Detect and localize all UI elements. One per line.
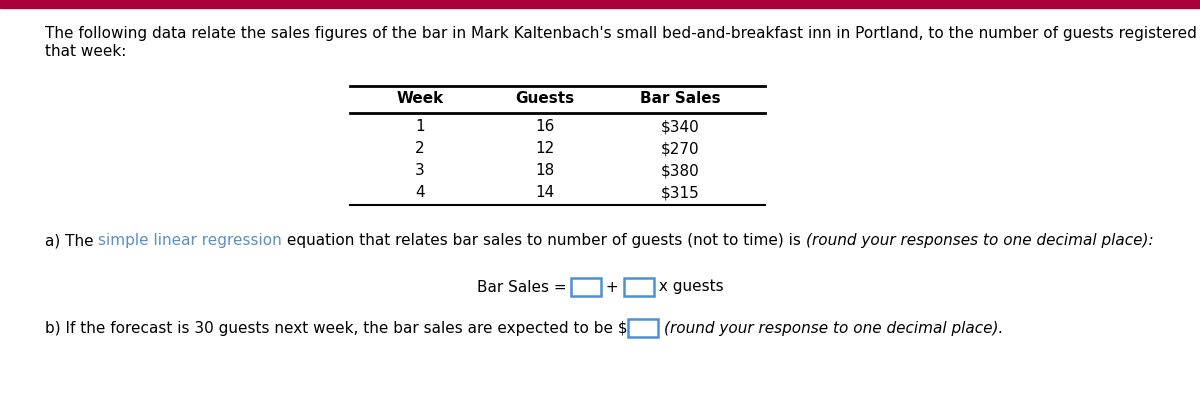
Text: $270: $270 — [661, 141, 700, 156]
Text: 16: 16 — [535, 119, 554, 134]
Text: $340: $340 — [661, 119, 700, 134]
Bar — [0, 0, 1200, 8]
Text: simple linear regression: simple linear regression — [98, 233, 282, 248]
FancyBboxPatch shape — [571, 278, 601, 296]
Text: (round your responses to one decimal place):: (round your responses to one decimal pla… — [806, 233, 1153, 248]
Text: a) The: a) The — [46, 233, 98, 248]
Text: Week: Week — [396, 91, 444, 106]
FancyBboxPatch shape — [624, 278, 654, 296]
Text: 3: 3 — [415, 163, 425, 178]
Text: b) If the forecast is 30 guests next week, the bar sales are expected to be $: b) If the forecast is 30 guests next wee… — [46, 321, 628, 335]
Text: 18: 18 — [535, 163, 554, 178]
Text: Bar Sales: Bar Sales — [640, 91, 720, 106]
Text: 4: 4 — [415, 185, 425, 200]
Text: (round your response to one decimal place).: (round your response to one decimal plac… — [664, 321, 1003, 335]
Text: 2: 2 — [415, 141, 425, 156]
Text: that week:: that week: — [46, 44, 126, 59]
Text: 14: 14 — [535, 185, 554, 200]
Text: Guests: Guests — [516, 91, 575, 106]
Text: x guests: x guests — [654, 279, 724, 294]
Text: 1: 1 — [415, 119, 425, 134]
Text: $380: $380 — [661, 163, 700, 178]
Text: equation that relates bar sales to number of guests (not to time) is: equation that relates bar sales to numbe… — [282, 233, 806, 248]
FancyBboxPatch shape — [628, 319, 658, 337]
Text: The following data relate the sales figures of the bar in Mark Kaltenbach's smal: The following data relate the sales figu… — [46, 26, 1196, 41]
Text: 12: 12 — [535, 141, 554, 156]
Text: +: + — [601, 279, 624, 294]
Text: Bar Sales =: Bar Sales = — [476, 279, 571, 294]
Text: $315: $315 — [661, 185, 700, 200]
